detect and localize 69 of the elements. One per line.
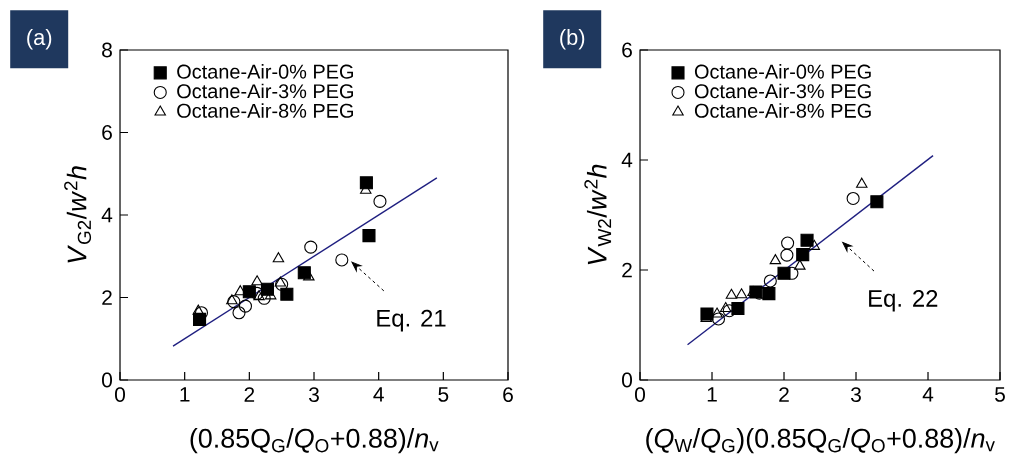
point [808,239,820,250]
chart-title: (b) [560,28,585,50]
x-tick-label: 0 [635,387,646,402]
point [280,287,294,301]
point [226,294,238,305]
x-tick-label: 3 [850,387,861,402]
y-tick-label: 2 [102,290,112,305]
point [856,177,868,188]
x-tick-label: 1 [180,387,190,402]
text: (Q$_{W}$/Q$_{G}$)(0.85Q$_{G}$/Q$_{O}$+0.88)/n$_{v}$ [646,428,995,454]
legend-label: Octane-Air-3% PEG [694,83,871,99]
annotation: Eq. 22 [869,289,938,312]
x-tick-label: 5 [995,387,1005,402]
point [763,274,777,288]
point [362,229,376,243]
legend-label: Octane-Air-3% PEG [177,83,353,99]
point [780,248,794,262]
y-axis-title: V$_{G2}$/w$^{2}$h [64,166,92,263]
point [846,191,860,206]
x-tick-label: 4 [373,387,384,402]
point [275,277,289,291]
point [253,290,265,301]
point [335,253,349,267]
x-tick-label: 1 [707,387,717,402]
point [762,287,776,301]
y-tick-label: 0 [622,372,633,388]
point [304,240,318,254]
point [238,299,253,313]
y-axis-title: V$_{W2}$/w$^{2}$h [584,164,612,265]
point [373,194,387,208]
point [257,291,271,305]
point [796,248,810,262]
x-tick-label: 6 [503,387,513,402]
point [769,254,782,265]
x-tick-label: 2 [779,387,789,402]
x-tick-label: 5 [438,387,449,402]
point [735,288,748,299]
y-tick-label: 4 [621,152,633,168]
point [722,304,736,318]
point [227,295,241,309]
point [232,306,246,320]
point [870,195,884,209]
chart-title: (a) [27,28,52,50]
point [725,288,738,299]
point [194,306,209,320]
x-tick-label: 3 [308,387,319,402]
point [251,275,263,286]
x-axis-title: (0.85Q$_{G}$/Q$_{O}$+0.88)/n$_{v}$ [190,428,439,454]
point [274,276,287,287]
point [192,304,204,315]
point [719,301,732,313]
legend-label: Octane-Air-0% PEG [177,64,353,79]
point [272,252,285,263]
y-tick-label: 0 [102,372,113,388]
y-tick-label: 4 [101,207,113,223]
y-tick-label: 6 [102,125,112,140]
y-tick-label: 8 [102,42,112,58]
x-tick-label: 4 [922,387,934,402]
y-tick-label: 2 [622,262,632,278]
legend-label: Octane-Air-8% PEG [177,103,353,118]
x-tick-label: 2 [244,387,255,402]
point [781,236,795,250]
legend-label: Octane-Air-8% PEG [694,103,871,118]
point [800,233,814,247]
legend-label: Octane-Air-0% PEG [694,64,871,79]
annotation: Eq. 21 [377,309,446,332]
point [711,312,726,326]
y-tick-label: 6 [622,42,632,58]
x-tick-label: 0 [115,387,125,402]
